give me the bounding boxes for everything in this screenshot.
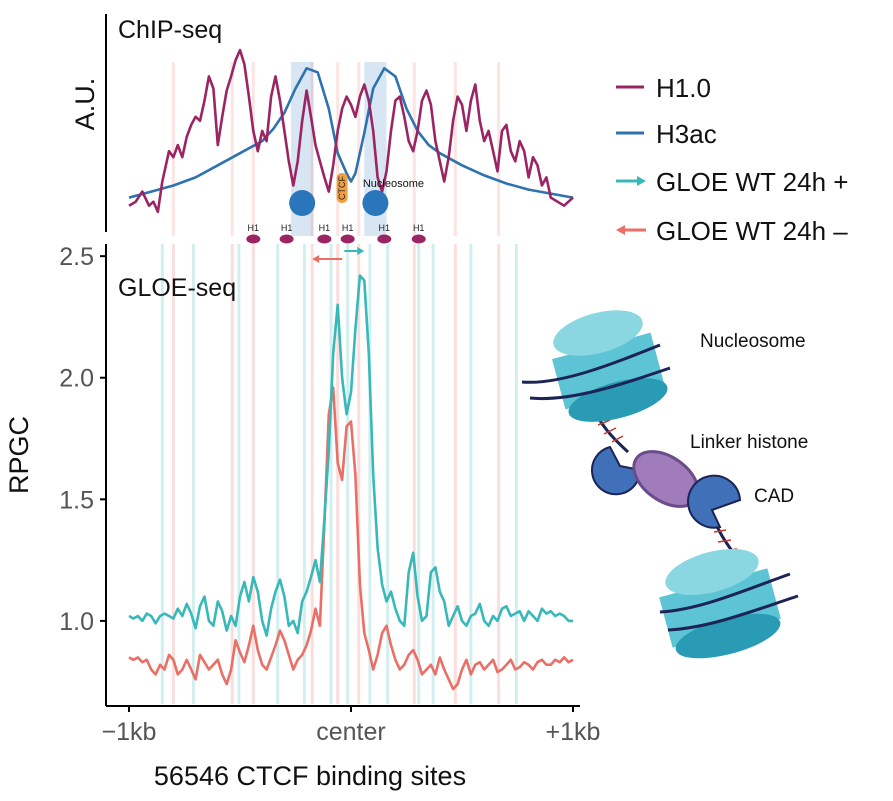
dna-rungs-lower xyxy=(713,529,738,552)
y-tick-label-0: 1.0 xyxy=(59,608,94,636)
h1-label-0: H1 xyxy=(248,223,260,233)
x-tick-label-1: center xyxy=(316,718,385,746)
diagram-label-cad: CAD xyxy=(754,486,794,507)
h1-marks: H1 H1 H1 H1 H1 H1 xyxy=(246,223,426,244)
legend-item-h3ac: H3ac xyxy=(616,119,717,149)
chromatin-diagram: Nucleosome Linker histone CAD xyxy=(521,310,808,659)
h1-dot-0 xyxy=(246,234,261,244)
series-line-h3ac xyxy=(128,67,574,199)
arrow-minus-head xyxy=(312,255,320,263)
bottom-y-label: RPGC xyxy=(4,416,34,494)
h1-dot-5 xyxy=(411,234,426,244)
legend-item-gloe-minus: GLOE WT 24h – xyxy=(616,216,848,246)
h1-label-2: H1 xyxy=(319,223,331,233)
y-tick-label-3: 2.5 xyxy=(59,243,94,271)
nucleosome-dot-left xyxy=(289,190,316,216)
nucleosome-bottom-wrap xyxy=(659,572,799,632)
cad-lower-icon xyxy=(687,474,742,529)
legend-item-h1: H1.0 xyxy=(616,73,711,103)
legend-label-h1: H1.0 xyxy=(656,73,711,103)
ctcf-marker xyxy=(336,173,348,203)
nucleosome-bottom-base xyxy=(675,613,781,659)
h1-label-4: H1 xyxy=(379,223,391,233)
legend-arrowhead-minus xyxy=(616,225,625,235)
ctcf-label: CTCF xyxy=(337,176,347,200)
legend: H1.0 H3ac GLOE WT 24h + GLOE WT 24h – xyxy=(616,73,848,246)
legend-label-gloe-plus: GLOE WT 24h + xyxy=(656,167,848,197)
y-ticks: 1.0 1.5 2.0 2.5 xyxy=(59,243,106,636)
nucleosome-annotation: Nucleosome xyxy=(363,178,424,190)
h1-dot-4 xyxy=(377,234,392,244)
nucleosome-dot-right xyxy=(362,190,389,216)
series-line-gloe-minus xyxy=(128,386,574,691)
arrow-plus-head xyxy=(357,247,365,255)
strand-arrows xyxy=(312,247,365,263)
y-tick-label-1: 1.5 xyxy=(59,486,94,514)
nucleosome-bottom-cap xyxy=(665,549,759,595)
y-tick-label-2: 2.0 xyxy=(59,365,94,393)
legend-label-gloe-minus: GLOE WT 24h – xyxy=(656,216,848,246)
h1-label-1: H1 xyxy=(281,223,293,233)
top-y-label: A.U. xyxy=(70,78,100,131)
gloeseq-title: GLOE-seq xyxy=(118,274,236,302)
diagram-label-nucleosome: Nucleosome xyxy=(700,331,806,352)
legend-label-h3ac: H3ac xyxy=(656,119,717,149)
dna-rungs-upper xyxy=(597,419,624,443)
h1-dot-1 xyxy=(279,234,294,244)
nucleosome-top-cap xyxy=(553,310,643,356)
x-axis-label: 56546 CTCF binding sites xyxy=(154,761,466,791)
diagram-label-linker-histone: Linker histone xyxy=(690,432,808,453)
x-tick-label-2: +1kb xyxy=(546,718,601,746)
series-line-h1 xyxy=(128,48,574,214)
series-line-gloe-plus xyxy=(128,274,573,637)
chipseq-title: ChIP-seq xyxy=(118,16,222,44)
nucleosome-bottom-icon xyxy=(659,549,799,659)
nucleosome-top-wrap xyxy=(521,343,671,401)
h1-dot-3 xyxy=(340,234,355,244)
bottom-guide-lines xyxy=(160,244,518,704)
nucleosome-top-icon xyxy=(521,310,671,422)
x-ticks: −1kb center +1kb xyxy=(102,706,601,746)
legend-item-gloe-plus: GLOE WT 24h + xyxy=(616,167,848,197)
h1-label-3: H1 xyxy=(342,223,354,233)
top-annotations: CTCF Nucleosome H1 H1 H1 H1 H1 H1 xyxy=(246,173,426,263)
legend-arrowhead-plus xyxy=(637,176,646,186)
h1-dot-2 xyxy=(317,234,332,244)
nucleosome-top-base xyxy=(568,378,668,422)
x-tick-label-0: −1kb xyxy=(102,718,157,746)
h1-label-5: H1 xyxy=(413,223,425,233)
